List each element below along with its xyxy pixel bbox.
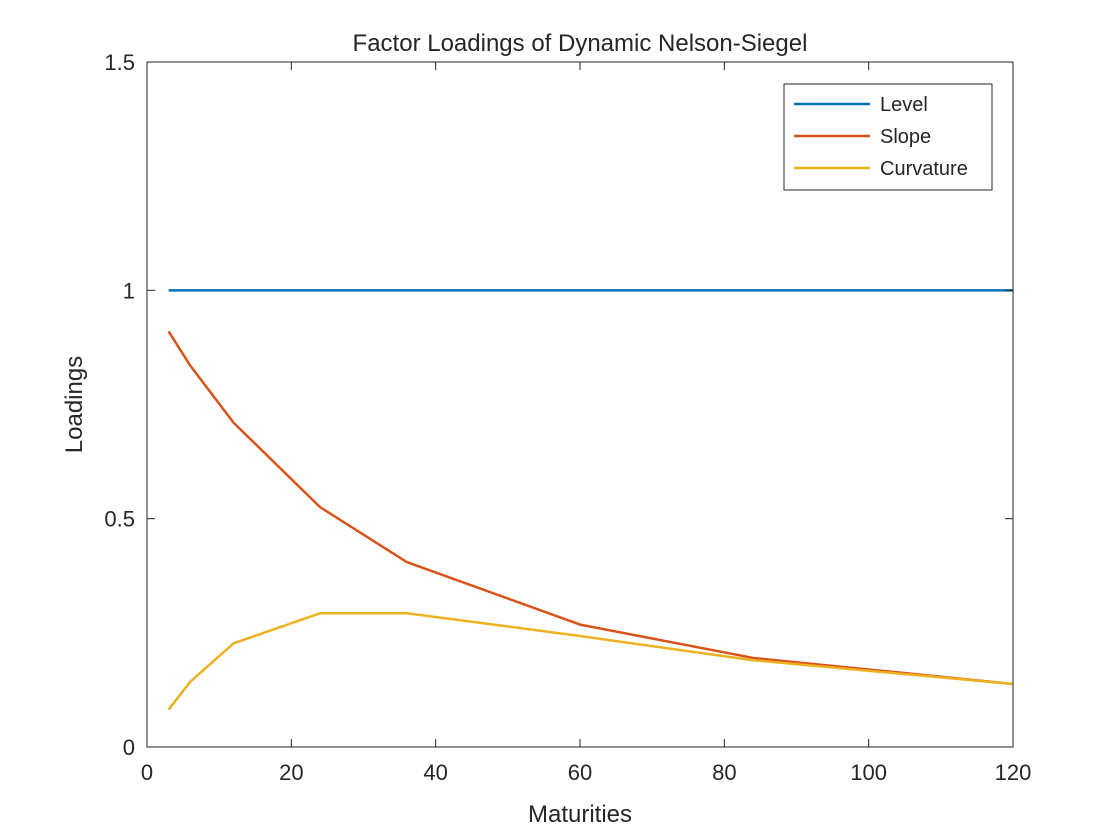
series-line-slope — [167, 330, 1014, 686]
legend: Level Slope Curvature — [783, 83, 993, 191]
x-tick-label: 40 — [423, 760, 447, 785]
x-tick-label: 120 — [995, 760, 1032, 785]
x-axis-title: Maturities — [528, 801, 632, 828]
legend-label-slope: Slope — [880, 126, 931, 148]
chart-title: Factor Loadings of Dynamic Nelson-Siegel — [353, 30, 808, 57]
legend-label-level: Level — [880, 94, 928, 116]
legend-label-curvature: Curvature — [880, 158, 968, 180]
x-tick-label: 80 — [712, 760, 736, 785]
x-tick-label: 20 — [279, 760, 303, 785]
y-axis-title: Loadings — [61, 356, 88, 453]
y-tick-label: 0.5 — [104, 507, 135, 532]
y-tick-label: 1.5 — [104, 50, 135, 75]
x-tick-label: 100 — [850, 760, 887, 785]
y-tick-label: 0 — [123, 735, 135, 760]
series-layer — [167, 289, 1014, 711]
series-line-curvature — [167, 611, 1014, 711]
axes-layer: 0 20 40 60 80 100 120 0 0.5 1 1.5 — [104, 50, 1031, 785]
x-tick-label: 0 — [141, 760, 153, 785]
y-tick-label: 1 — [123, 278, 135, 303]
x-tick-label: 60 — [568, 760, 592, 785]
